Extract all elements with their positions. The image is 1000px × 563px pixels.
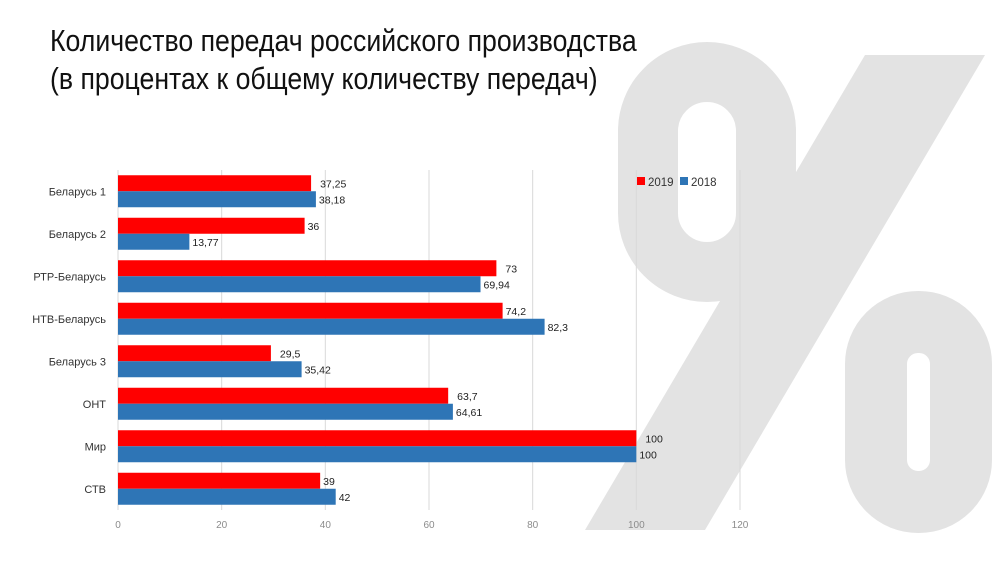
bar-2019 — [118, 217, 305, 234]
slide-title: Количество передач российского производс… — [50, 22, 637, 98]
x-tick-label: 20 — [216, 520, 228, 531]
data-label-2018: 100 — [639, 449, 657, 461]
x-tick-label: 40 — [320, 520, 332, 531]
data-label-2019: 39 — [323, 476, 335, 488]
bar-2018 — [118, 318, 545, 335]
data-label-2019: 29,5 — [280, 348, 301, 360]
data-label-2019: 74,2 — [506, 306, 527, 318]
x-tick-label: 0 — [115, 520, 121, 531]
bar-2018 — [118, 233, 190, 250]
x-tick-label: 80 — [527, 520, 539, 531]
legend-label-2018: 2018 — [691, 177, 717, 189]
bar-2019 — [118, 175, 312, 192]
bar-2018 — [118, 488, 336, 505]
category-label: ОНТ — [83, 399, 107, 411]
data-label-2019: 73 — [505, 263, 517, 275]
legend-swatch-2019 — [637, 177, 645, 185]
category-label: Мир — [85, 441, 106, 453]
data-label-2018: 64,61 — [456, 407, 482, 419]
data-label-2018: 13,77 — [192, 237, 218, 249]
title-line-2: (в процентах к общему количеству передач… — [50, 61, 598, 96]
bar-2018 — [118, 191, 316, 208]
bar-2019 — [118, 430, 637, 447]
data-label-2019: 36 — [308, 221, 320, 233]
bar-2018 — [118, 403, 453, 420]
data-label-2018: 42 — [339, 492, 351, 504]
x-tick-label: 120 — [732, 520, 749, 531]
x-tick-label: 60 — [423, 520, 435, 531]
bar-2019 — [118, 387, 449, 404]
bar-2018 — [118, 361, 302, 378]
category-label: НТВ-Беларусь — [32, 314, 106, 326]
bar-2019 — [118, 302, 503, 319]
data-label-2018: 69,94 — [484, 279, 510, 291]
data-label-2019: 100 — [645, 433, 663, 445]
legend-label-2019: 2019 — [648, 177, 674, 189]
bar-2019 — [118, 260, 497, 277]
category-label: СТВ — [84, 484, 106, 496]
data-label-2019: 37,25 — [320, 178, 346, 190]
x-tick-label: 100 — [628, 520, 645, 531]
bar-2019 — [118, 345, 271, 362]
category-label: Беларусь 3 — [49, 356, 106, 368]
category-label: РТР-Беларусь — [33, 271, 106, 283]
bar-2018 — [118, 446, 637, 463]
legend-swatch-2018 — [680, 177, 688, 185]
category-label: Беларусь 1 — [49, 186, 106, 198]
data-label-2018: 82,3 — [548, 322, 569, 334]
data-label-2019: 63,7 — [457, 391, 478, 403]
bar-2019 — [118, 472, 321, 489]
bar-2018 — [118, 276, 481, 293]
category-label: Беларусь 2 — [49, 229, 106, 241]
data-label-2018: 38,18 — [319, 194, 345, 206]
data-label-2018: 35,42 — [305, 364, 331, 376]
title-line-1: Количество передач российского производс… — [50, 23, 637, 58]
